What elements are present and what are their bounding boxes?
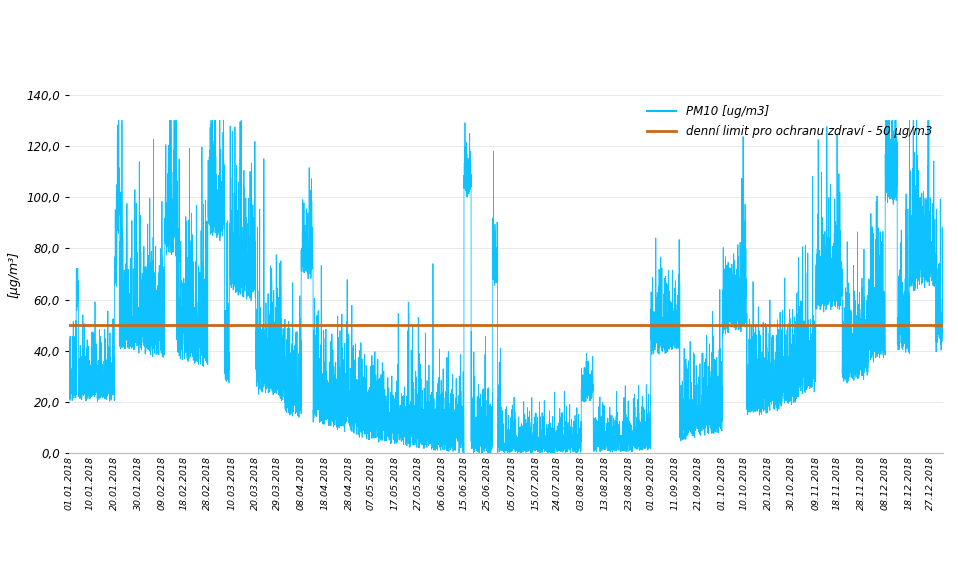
Text: Zpracovalo Ekologické centrum Most na základě operativních dat Českého hydromete: Zpracovalo Ekologické centrum Most na zá… [115,52,843,67]
Text: Průměrné hodinové koncentrace PM₁₀ v Krupce za rok 2018: Průměrné hodinové koncentrace PM₁₀ v Kru… [200,15,758,35]
Y-axis label: [μg/m³]: [μg/m³] [8,251,21,297]
Legend: PM10 [ug/m3], denní limit pro ochranu zdraví - 50 μg/m3: PM10 [ug/m3], denní limit pro ochranu zd… [642,100,937,143]
